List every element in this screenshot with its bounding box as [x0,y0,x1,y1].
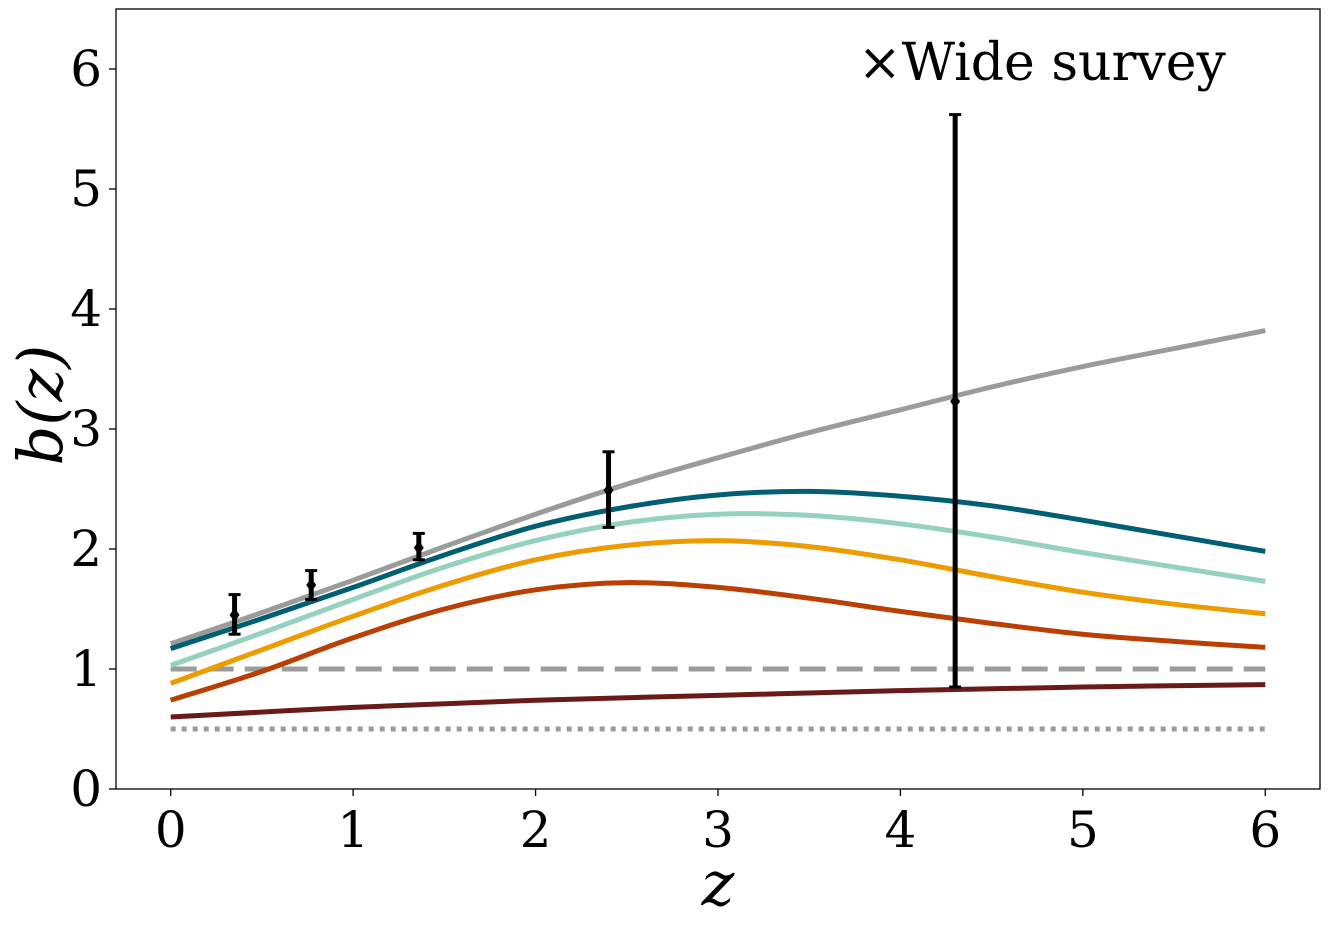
series-line-0 [169,328,1266,647]
errorbar-2 [412,531,425,562]
x-tick-label-3: 3 [702,801,734,859]
y-ticks: 0 1 2 3 4 5 6 [70,40,116,818]
series-line-4 [169,580,1266,703]
wide-survey-annotation: ×Wide survey [858,33,1227,93]
plot-frame [115,8,1321,790]
errorbar-3 [602,450,615,529]
y-tick-label-2: 2 [70,520,102,578]
series-line-3 [169,538,1266,686]
x-tick-label-6: 6 [1249,801,1281,859]
series-line-5 [170,682,1266,720]
x-tick-label-5: 5 [1067,801,1099,859]
y-axis-label: b(z) [4,345,77,466]
y-tick-label-5: 5 [70,160,102,218]
x-tick-label-0: 0 [155,801,187,859]
errorbar-0 [228,593,241,636]
x-tick-label-4: 4 [885,801,917,859]
y-tick-label-0: 0 [70,760,102,818]
x-tick-label-2: 2 [520,801,552,859]
y-tick-label-1: 1 [70,640,102,698]
x-axis-label: z [701,847,735,920]
x-ticks: 0 1 2 3 4 5 6 [155,789,1281,859]
errorbar-layer [228,113,962,689]
x-tick-label-1: 1 [337,801,369,859]
errorbar-4 [949,113,962,689]
y-tick-label-3: 3 [70,400,102,458]
series-layer [169,328,1266,732]
series-line-1 [169,488,1266,651]
errorbar-1 [305,569,318,601]
y-tick-label-4: 4 [70,280,102,338]
series-line-2 [169,511,1266,668]
y-tick-label-6: 6 [70,40,102,98]
